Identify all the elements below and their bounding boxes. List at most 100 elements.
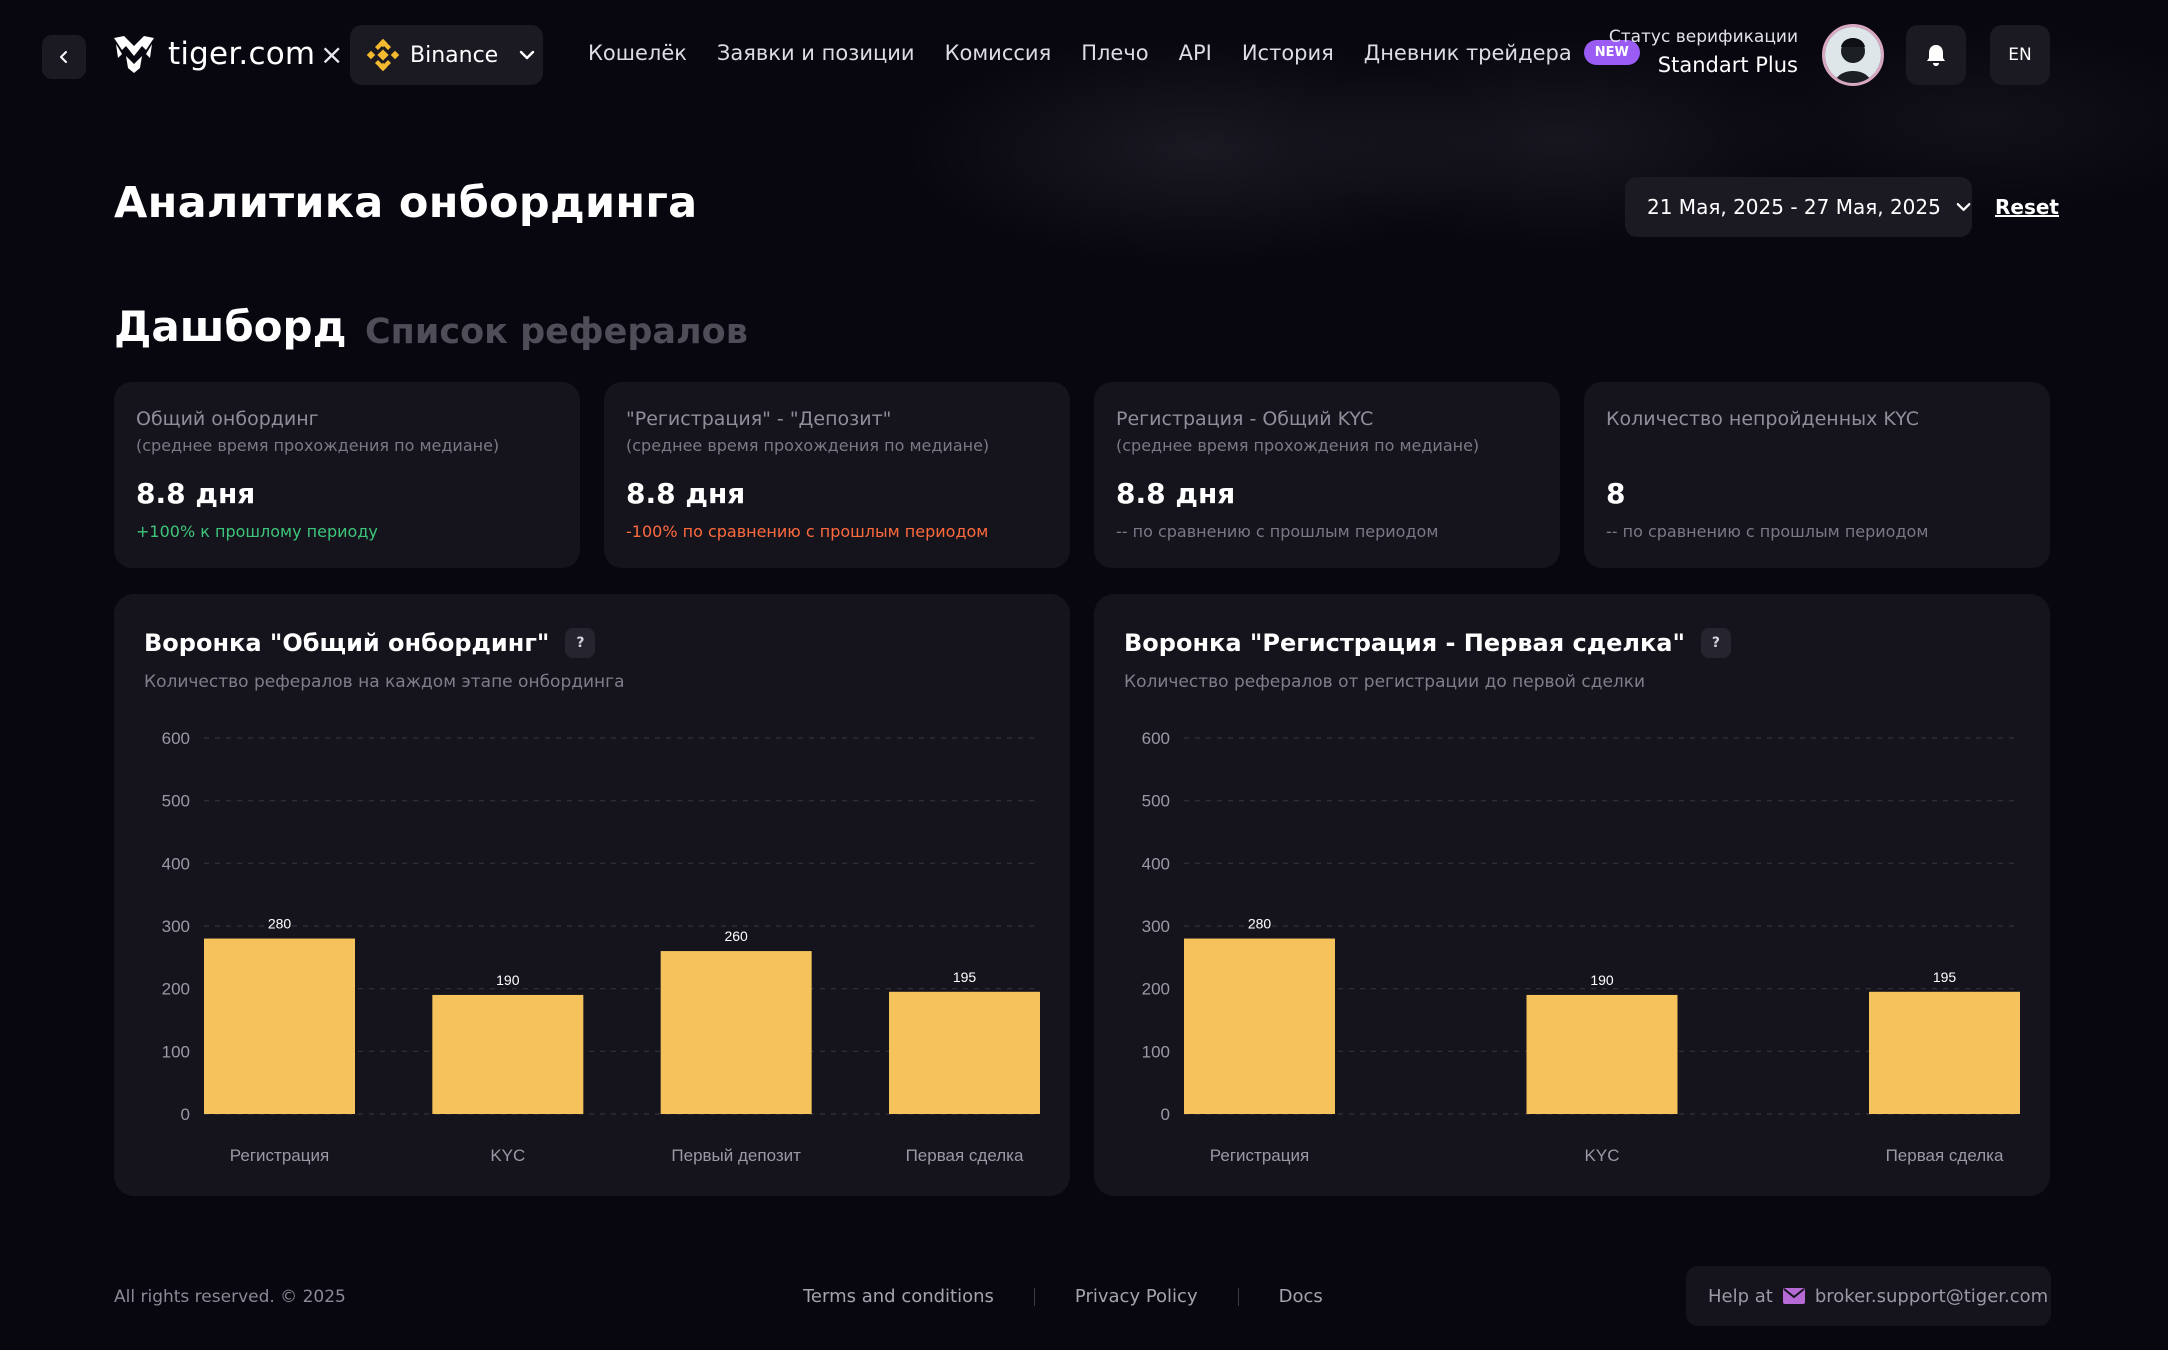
card-change-note: -- по сравнению с прошлым периодом — [1116, 522, 1439, 541]
chart-title-wrap: Воронка "Регистрация - Первая сделка" ? — [1124, 628, 1731, 658]
nav-commission[interactable]: Комиссия — [944, 40, 1052, 65]
question-icon[interactable]: ? — [565, 628, 596, 658]
top-header: tiger.com × Binance Кошелёк Заявки и поз… — [0, 0, 2168, 112]
chart-panel-registration-first-trade: Воронка "Регистрация - Первая сделка" ? … — [1094, 594, 2050, 1196]
language-button[interactable]: EN — [1990, 25, 2050, 85]
bar — [660, 951, 812, 1114]
card-subtitle: (среднее время прохождения по медиане) — [136, 436, 500, 455]
question-icon[interactable]: ? — [1700, 628, 1731, 658]
chart-panel-overall-funnel: Воронка "Общий онбординг" ? Количество р… — [114, 594, 1070, 1196]
tiger-logo-icon — [114, 36, 154, 73]
bell-icon — [1927, 45, 1945, 66]
chart-title: Воронка "Общий онбординг" — [144, 629, 550, 657]
stat-card-overall-onboarding: Общий онбординг (среднее время прохожден… — [114, 382, 580, 568]
y-tick-label: 500 — [162, 792, 190, 811]
nav-leverage[interactable]: Плечо — [1081, 40, 1149, 65]
footer-links: Terms and conditions Privacy Policy Docs — [803, 1286, 1323, 1307]
exchange-selector[interactable]: Binance — [350, 25, 543, 85]
nav-api[interactable]: API — [1178, 40, 1212, 65]
brand-name: tiger.com — [168, 36, 316, 72]
card-subtitle: (среднее время прохождения по медиане) — [1116, 436, 1480, 455]
y-tick-label: 400 — [1142, 854, 1170, 873]
stat-card-registration-deposit: "Регистрация" - "Депозит" (среднее время… — [604, 382, 1070, 568]
y-tick-label: 200 — [1142, 980, 1170, 999]
bar-chart-overall-funnel: 0 100 200 300 400 500 600 280 Регистрация 190 KYC 2… — [162, 729, 1040, 1165]
data-label: 280 — [268, 916, 292, 932]
y-tick-label: 100 — [1142, 1042, 1170, 1061]
verification-label: Статус верификации — [1608, 27, 1798, 47]
date-range-label: 21 Мая, 2025 - 27 Мая, 2025 — [1647, 195, 1941, 219]
help-contact[interactable]: Help at broker.support@tiger.com — [1686, 1266, 2051, 1326]
brand-separator: × — [320, 38, 344, 71]
nav-history[interactable]: История — [1241, 40, 1334, 65]
chevron-left-icon — [60, 51, 67, 63]
stat-card-registration-kyc: Регистрация - Общий KYC (среднее время п… — [1094, 382, 1560, 568]
card-value: 8.8 дня — [1116, 477, 1236, 510]
card-subtitle — [1606, 436, 2028, 455]
card-change-note: -100% по сравнению с прошлым периодом — [626, 522, 989, 541]
footer-link-docs[interactable]: Docs — [1278, 1286, 1323, 1307]
x-tick-label: Первая сделка — [906, 1146, 1024, 1165]
y-tick-label: 200 — [162, 980, 190, 999]
x-tick-label: KYC — [1585, 1146, 1620, 1165]
footer-divider — [1033, 1287, 1035, 1306]
bar — [204, 938, 355, 1114]
verification-value: Standart Plus — [1657, 53, 1798, 77]
card-title: Регистрация - Общий KYC — [1116, 408, 1374, 430]
y-tick-label: 0 — [181, 1105, 190, 1124]
date-range-picker[interactable]: 21 Мая, 2025 - 27 Мая, 2025 — [1625, 177, 1972, 237]
y-tick-label: 300 — [162, 917, 190, 936]
bar — [889, 991, 1040, 1114]
tab-referral-list[interactable]: Список рефералов — [365, 312, 748, 352]
back-button[interactable] — [42, 35, 86, 79]
y-tick-label: 400 — [162, 854, 190, 873]
footer-link-terms[interactable]: Terms and conditions — [803, 1286, 994, 1307]
nav-orders-positions[interactable]: Заявки и позиции — [716, 40, 915, 65]
exchange-label: Binance — [410, 42, 499, 68]
tab-dashboard[interactable]: Дашборд — [114, 302, 347, 351]
card-value: 8 — [1606, 477, 1626, 510]
help-prefix: Help at — [1708, 1285, 1773, 1307]
brand-logo[interactable]: tiger.com — [112, 34, 315, 74]
card-change-note: -- по сравнению с прошлым периодом — [1606, 522, 1929, 541]
verification-status: Статус верификации Standart Plus — [1609, 27, 1798, 77]
help-email: broker.support@tiger.com — [1814, 1285, 2049, 1307]
mail-icon — [1782, 1288, 1805, 1304]
bar — [1869, 991, 2020, 1114]
y-tick-label: 500 — [1142, 792, 1170, 811]
nav-wallet[interactable]: Кошелёк — [588, 40, 687, 65]
chevron-down-icon — [1956, 203, 1971, 211]
data-label: 190 — [496, 972, 520, 988]
y-tick-label: 100 — [162, 1042, 190, 1061]
card-change-note: +100% к прошлому периоду — [136, 522, 378, 541]
data-label: 190 — [1590, 972, 1614, 988]
chart-title: Воронка "Регистрация - Первая сделка" — [1124, 629, 1685, 657]
chevron-down-icon — [520, 50, 535, 60]
stat-card-failed-kyc: Количество непройденных KYC 8 -- по срав… — [1584, 382, 2050, 568]
notifications-button[interactable] — [1906, 25, 1966, 85]
card-title: "Регистрация" - "Депозит" — [626, 408, 892, 430]
bar — [1526, 994, 1678, 1114]
avatar-image — [1825, 27, 1881, 83]
chart-subtitle: Количество рефералов на каждом этапе онб… — [144, 672, 625, 692]
card-value: 8.8 дня — [626, 477, 746, 510]
y-tick-label: 600 — [1142, 729, 1170, 748]
page-title: Аналитика онбординга — [114, 178, 698, 228]
y-tick-label: 600 — [162, 729, 190, 748]
footer-link-privacy[interactable]: Privacy Policy — [1074, 1286, 1198, 1307]
data-label: 280 — [1248, 916, 1272, 932]
chart-title-wrap: Воронка "Общий онбординг" ? — [144, 628, 596, 658]
data-label: 195 — [953, 969, 977, 985]
avatar[interactable] — [1822, 24, 1884, 86]
nav-trader-diary[interactable]: Дневник трейдера — [1363, 40, 1572, 65]
data-label: 195 — [1933, 969, 1957, 985]
x-tick-label: Регистрация — [1210, 1146, 1309, 1165]
card-value: 8.8 дня — [136, 477, 256, 510]
bar-chart-registration-first-trade: 0 100 200 300 400 500 600 280 Регистрация 190 KYC 1… — [1142, 729, 2020, 1165]
binance-icon — [366, 38, 400, 72]
data-label: 260 — [724, 928, 748, 944]
card-subtitle: (среднее время прохождения по медиане) — [626, 436, 990, 455]
reset-link[interactable]: Reset — [1995, 195, 2059, 219]
x-tick-label: Первая сделка — [1886, 1146, 2004, 1165]
bar — [1184, 938, 1335, 1114]
